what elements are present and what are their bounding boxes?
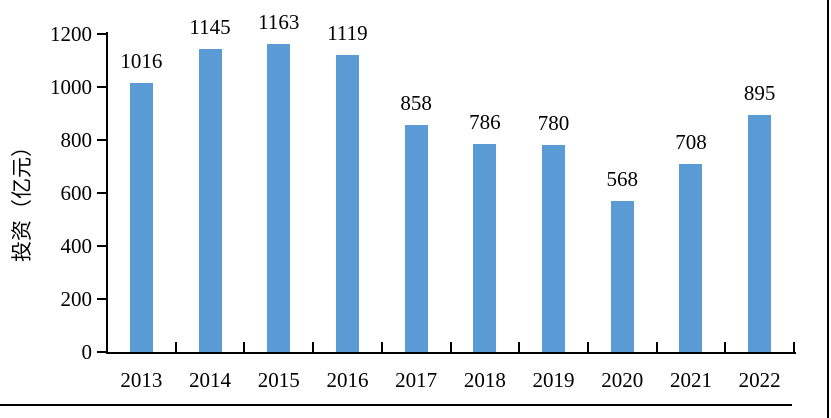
bar-value-label-2017: 858 bbox=[400, 90, 432, 115]
bar-2021 bbox=[679, 164, 703, 352]
y-axis-tick-label: 1200 bbox=[50, 22, 92, 46]
bar-value-label-2013: 1016 bbox=[120, 48, 163, 73]
x-axis-tick bbox=[312, 342, 315, 352]
x-axis-category-label-2015: 2015 bbox=[257, 368, 300, 392]
bar-value-label-2019: 780 bbox=[537, 111, 570, 136]
bar-value-label-2020: 568 bbox=[606, 167, 639, 192]
bar-value-label-2022: 895 bbox=[743, 80, 776, 105]
x-axis-line bbox=[106, 352, 796, 354]
y-axis-tick-label: 1000 bbox=[50, 75, 92, 99]
bar-value-label-2016: 1119 bbox=[327, 21, 368, 46]
y-axis-tick bbox=[97, 245, 107, 247]
bar-2014 bbox=[198, 48, 222, 352]
x-axis-tick bbox=[724, 342, 727, 352]
x-axis-category-label-2017: 2017 bbox=[395, 368, 438, 392]
bar-2020 bbox=[610, 201, 634, 352]
x-axis-tick bbox=[243, 342, 246, 352]
x-axis-tick bbox=[518, 342, 521, 352]
x-axis-category-label-2022: 2022 bbox=[738, 368, 781, 392]
x-axis-category-label-2013: 2013 bbox=[120, 368, 163, 392]
y-axis-line bbox=[106, 32, 108, 354]
y-axis-tick-label: 800 bbox=[60, 128, 93, 152]
y-axis-tick bbox=[97, 192, 107, 194]
y-axis-tick bbox=[97, 33, 107, 35]
bar-2017 bbox=[404, 124, 428, 352]
bar-2022 bbox=[748, 114, 772, 352]
x-axis-tick bbox=[449, 342, 452, 352]
x-axis-tick bbox=[174, 342, 177, 352]
x-axis-category-label-2019: 2019 bbox=[532, 368, 575, 392]
bar-value-label-2021: 708 bbox=[675, 130, 707, 155]
x-axis-tick bbox=[380, 342, 383, 352]
bar-value-label-2018: 786 bbox=[469, 109, 501, 134]
bar-2016 bbox=[335, 55, 359, 352]
y-axis-tick bbox=[97, 298, 107, 300]
x-axis-category-label-2021: 2021 bbox=[669, 368, 712, 392]
y-axis-tick bbox=[97, 351, 107, 353]
x-axis-tick bbox=[655, 342, 658, 352]
x-axis-tick bbox=[793, 342, 795, 352]
bar-2018 bbox=[473, 143, 497, 352]
y-axis-tick-label: 0 bbox=[81, 340, 93, 364]
x-axis-category-label-2014: 2014 bbox=[189, 368, 232, 392]
y-axis-tick-label: 200 bbox=[60, 287, 93, 311]
bar-2019 bbox=[542, 145, 566, 352]
y-axis-tick-label: 600 bbox=[60, 181, 93, 205]
x-axis-category-label-2020: 2020 bbox=[601, 368, 644, 392]
figure-border-bottom bbox=[0, 404, 792, 406]
y-axis-tick-label: 400 bbox=[60, 234, 93, 258]
bar-value-label-2014: 1145 bbox=[189, 14, 231, 39]
bar-value-label-2015: 1163 bbox=[258, 9, 300, 34]
y-axis-tick bbox=[97, 86, 107, 88]
x-axis-tick bbox=[106, 342, 108, 352]
x-axis-category-label-2018: 2018 bbox=[463, 368, 506, 392]
y-axis-tick bbox=[97, 139, 107, 141]
x-axis-category-label-2016: 2016 bbox=[326, 368, 369, 392]
bar-2013 bbox=[129, 82, 153, 352]
x-axis-tick bbox=[586, 342, 589, 352]
bar-2015 bbox=[267, 43, 291, 352]
figure-border-right bbox=[827, 0, 829, 418]
